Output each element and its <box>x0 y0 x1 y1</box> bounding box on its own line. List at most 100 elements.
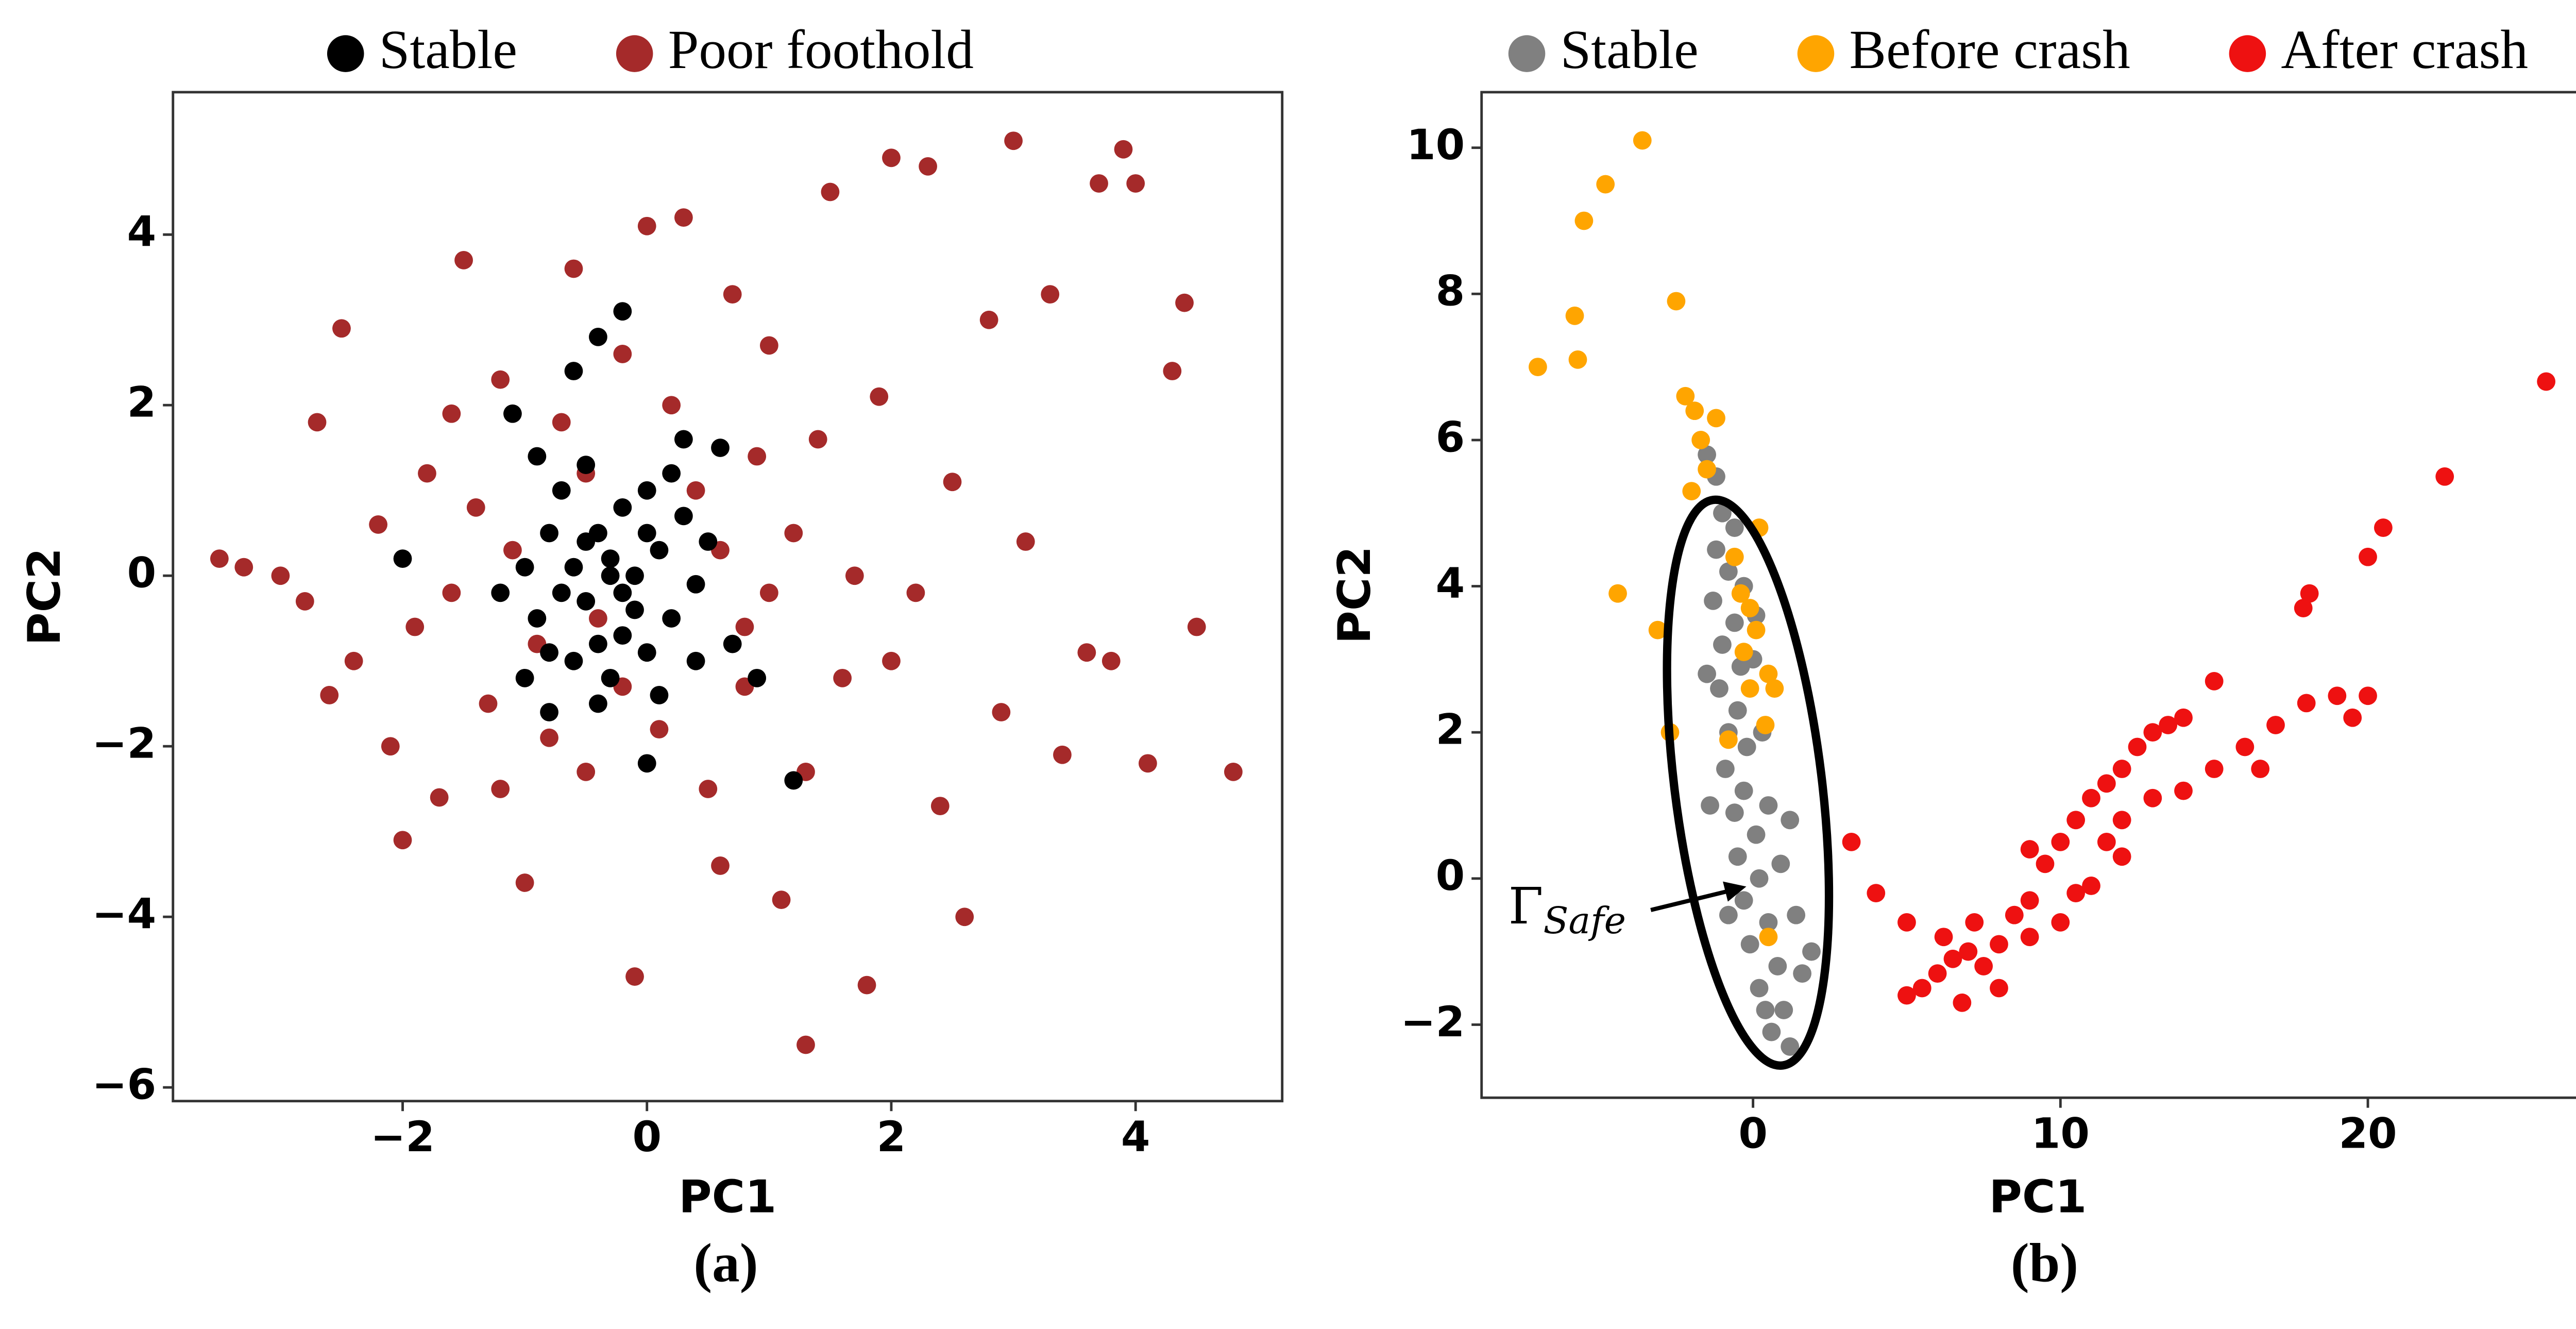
point <box>833 668 852 687</box>
point <box>528 609 547 628</box>
y-axis-label: PC2 <box>1328 546 1381 644</box>
point <box>1759 664 1778 683</box>
point <box>1740 679 1759 698</box>
legend-marker <box>1797 35 1835 72</box>
point <box>2343 708 2362 727</box>
point <box>503 541 522 560</box>
point <box>2235 737 2255 756</box>
point <box>992 703 1011 721</box>
legend-label: Stable <box>1561 19 1699 80</box>
point <box>1608 584 1627 603</box>
x-tick-label: 10 <box>2031 1109 2090 1158</box>
panel-b: 0 10 20 −2 0 2 4 6 8 10 PC1 PC2 (b) Stable Before cras… <box>1328 19 2576 1294</box>
point <box>613 626 632 645</box>
point <box>1529 358 1547 376</box>
y-tick-label: 2 <box>1436 706 1465 754</box>
y-axis-label: PC2 <box>18 548 71 646</box>
point <box>2066 884 2086 903</box>
point <box>882 651 901 670</box>
caption: (a) <box>693 1233 758 1294</box>
point <box>1768 957 1787 975</box>
point <box>1707 540 1725 559</box>
point <box>784 771 803 790</box>
point <box>674 507 693 526</box>
point <box>1667 292 1686 311</box>
point <box>271 566 290 585</box>
point <box>1676 386 1695 406</box>
point <box>2066 811 2086 830</box>
point <box>442 404 461 423</box>
point <box>1565 306 1584 325</box>
point <box>503 404 522 423</box>
point <box>1224 762 1243 781</box>
point <box>821 182 840 201</box>
point <box>943 473 962 492</box>
point <box>540 524 558 543</box>
point <box>1713 503 1732 523</box>
point <box>735 617 754 636</box>
point <box>515 668 534 687</box>
point <box>613 498 632 517</box>
point <box>2082 788 2100 808</box>
point <box>772 890 791 910</box>
point <box>589 694 607 713</box>
y-tick-label: 8 <box>1436 267 1465 316</box>
point <box>1187 617 1206 636</box>
point <box>1759 928 1778 947</box>
arrow-line <box>1650 889 1727 912</box>
point <box>1728 701 1747 720</box>
point <box>613 583 632 602</box>
x-tick-label: 0 <box>1738 1109 1768 1158</box>
point <box>1759 796 1778 815</box>
point <box>613 345 632 363</box>
plot-area <box>172 91 1284 1103</box>
x-axis-label: PC1 <box>1989 1171 2087 1223</box>
point <box>2143 723 2162 742</box>
point <box>466 498 485 517</box>
point <box>1974 957 1993 975</box>
annotation-subscript: Safe <box>1543 899 1625 941</box>
point <box>1750 979 1769 998</box>
point <box>625 566 644 585</box>
point <box>1713 635 1732 654</box>
point <box>1126 174 1145 193</box>
point <box>637 754 656 773</box>
point <box>930 797 950 815</box>
point <box>1731 584 1750 603</box>
point <box>759 583 778 602</box>
x-tick-label: 0 <box>632 1113 662 1162</box>
point <box>1802 942 1821 961</box>
point <box>344 651 363 670</box>
y-tick-label: 0 <box>1436 852 1465 900</box>
point <box>748 668 767 687</box>
point <box>491 780 510 798</box>
point <box>2143 788 2162 808</box>
point <box>1965 913 1984 932</box>
point <box>686 481 705 500</box>
point <box>577 456 596 474</box>
point <box>1691 431 1710 449</box>
y-tick-label: −2 <box>92 720 157 768</box>
point <box>393 831 412 850</box>
y-tick-label: 4 <box>1436 560 1465 608</box>
y-tick-label: 6 <box>1436 413 1465 462</box>
point <box>1756 1001 1775 1019</box>
point <box>2112 847 2131 866</box>
point <box>1774 1001 1793 1019</box>
point <box>1719 730 1738 749</box>
point <box>637 481 656 500</box>
point <box>1765 679 1784 698</box>
point <box>2359 547 2377 566</box>
legend-label: Stable <box>379 19 517 80</box>
point <box>2251 760 2270 778</box>
point <box>784 524 803 543</box>
point <box>454 251 473 270</box>
point <box>1719 562 1738 581</box>
point <box>369 515 387 534</box>
point <box>1698 460 1716 479</box>
point <box>1734 643 1753 662</box>
point <box>295 592 314 611</box>
point <box>1090 174 1108 193</box>
point <box>1740 599 1759 617</box>
point <box>2300 584 2319 603</box>
